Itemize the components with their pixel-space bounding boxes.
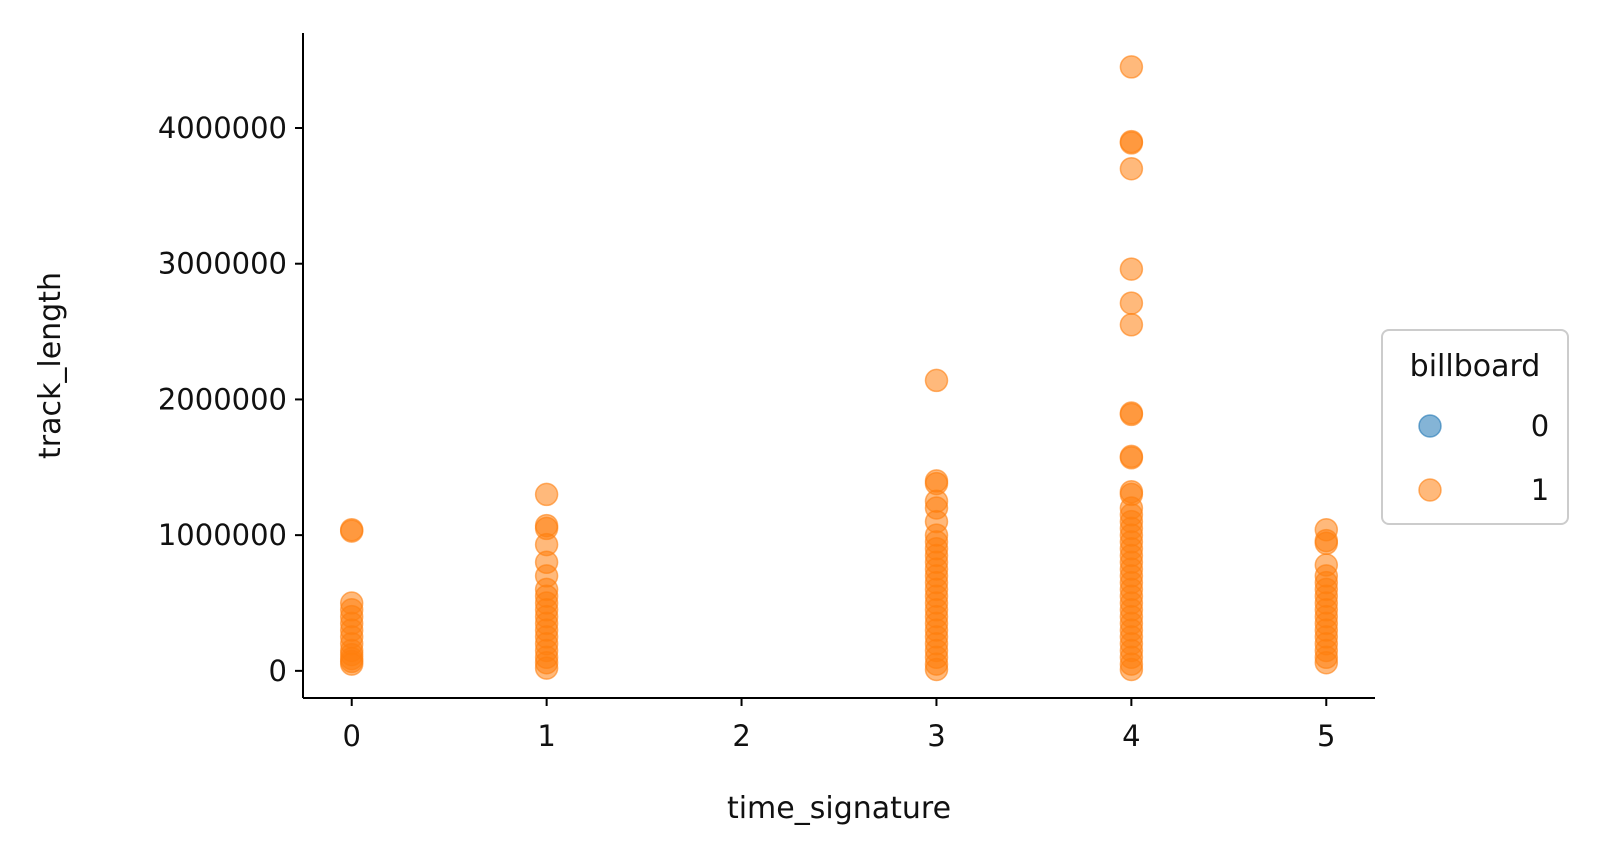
axes-layer: 0 1 2 3 4 5 0 1000000 2000000 3000000 4000000 [158,33,1375,753]
x-tick-label-5: 5 [1317,719,1335,753]
data-point-series-1-13 [339,652,364,676]
x-tick-label-2: 2 [732,719,750,753]
x-tick-label-4: 4 [1122,719,1140,753]
legend-label-0: 0 [1531,409,1549,443]
data-point-series-1-64 [1119,257,1144,281]
y-tick-label-2: 2000000 [158,382,287,416]
y-axis-title: track_length [33,272,68,459]
data-point-series-1-66 [1119,313,1144,337]
y-tick-label-1: 1000000 [158,518,287,552]
data-point-series-1-62 [1119,131,1144,155]
data-point-series-1-70 [1119,446,1144,470]
data-point-series-1-68 [1119,402,1144,427]
legend: billboard 0 1 [1381,329,1569,525]
data-point-series-1-97 [1119,657,1144,682]
data-point-series-1-65 [1119,291,1144,315]
y-tick-label-3: 3000000 [158,247,287,281]
data-point-series-1-33 [924,368,949,393]
legend-title: billboard [1410,349,1541,384]
points-layer [339,55,1339,682]
data-point-series-1-59 [924,657,949,682]
legend-label-1: 1 [1531,473,1549,507]
data-point-series-1-1 [339,517,364,542]
data-point-series-1-60 [1119,55,1144,79]
data-point-series-1-115 [1314,650,1339,675]
y-tick-label-4: 4000000 [158,111,287,145]
y-tick-label-0: 0 [269,654,287,688]
data-point-series-1-63 [1119,156,1144,181]
x-tick-label-0: 0 [343,719,361,753]
data-point-series-1-100 [1314,531,1339,556]
legend-box [1381,329,1569,525]
x-axis-title: time_signature [727,791,951,826]
x-tick-label-1: 1 [537,719,555,753]
data-point-series-1-32 [534,656,559,680]
legend-marker-0 [1418,414,1442,438]
data-point-series-1-14 [534,482,559,507]
x-tick-label-3: 3 [927,719,945,753]
legend-marker-1 [1418,478,1442,502]
